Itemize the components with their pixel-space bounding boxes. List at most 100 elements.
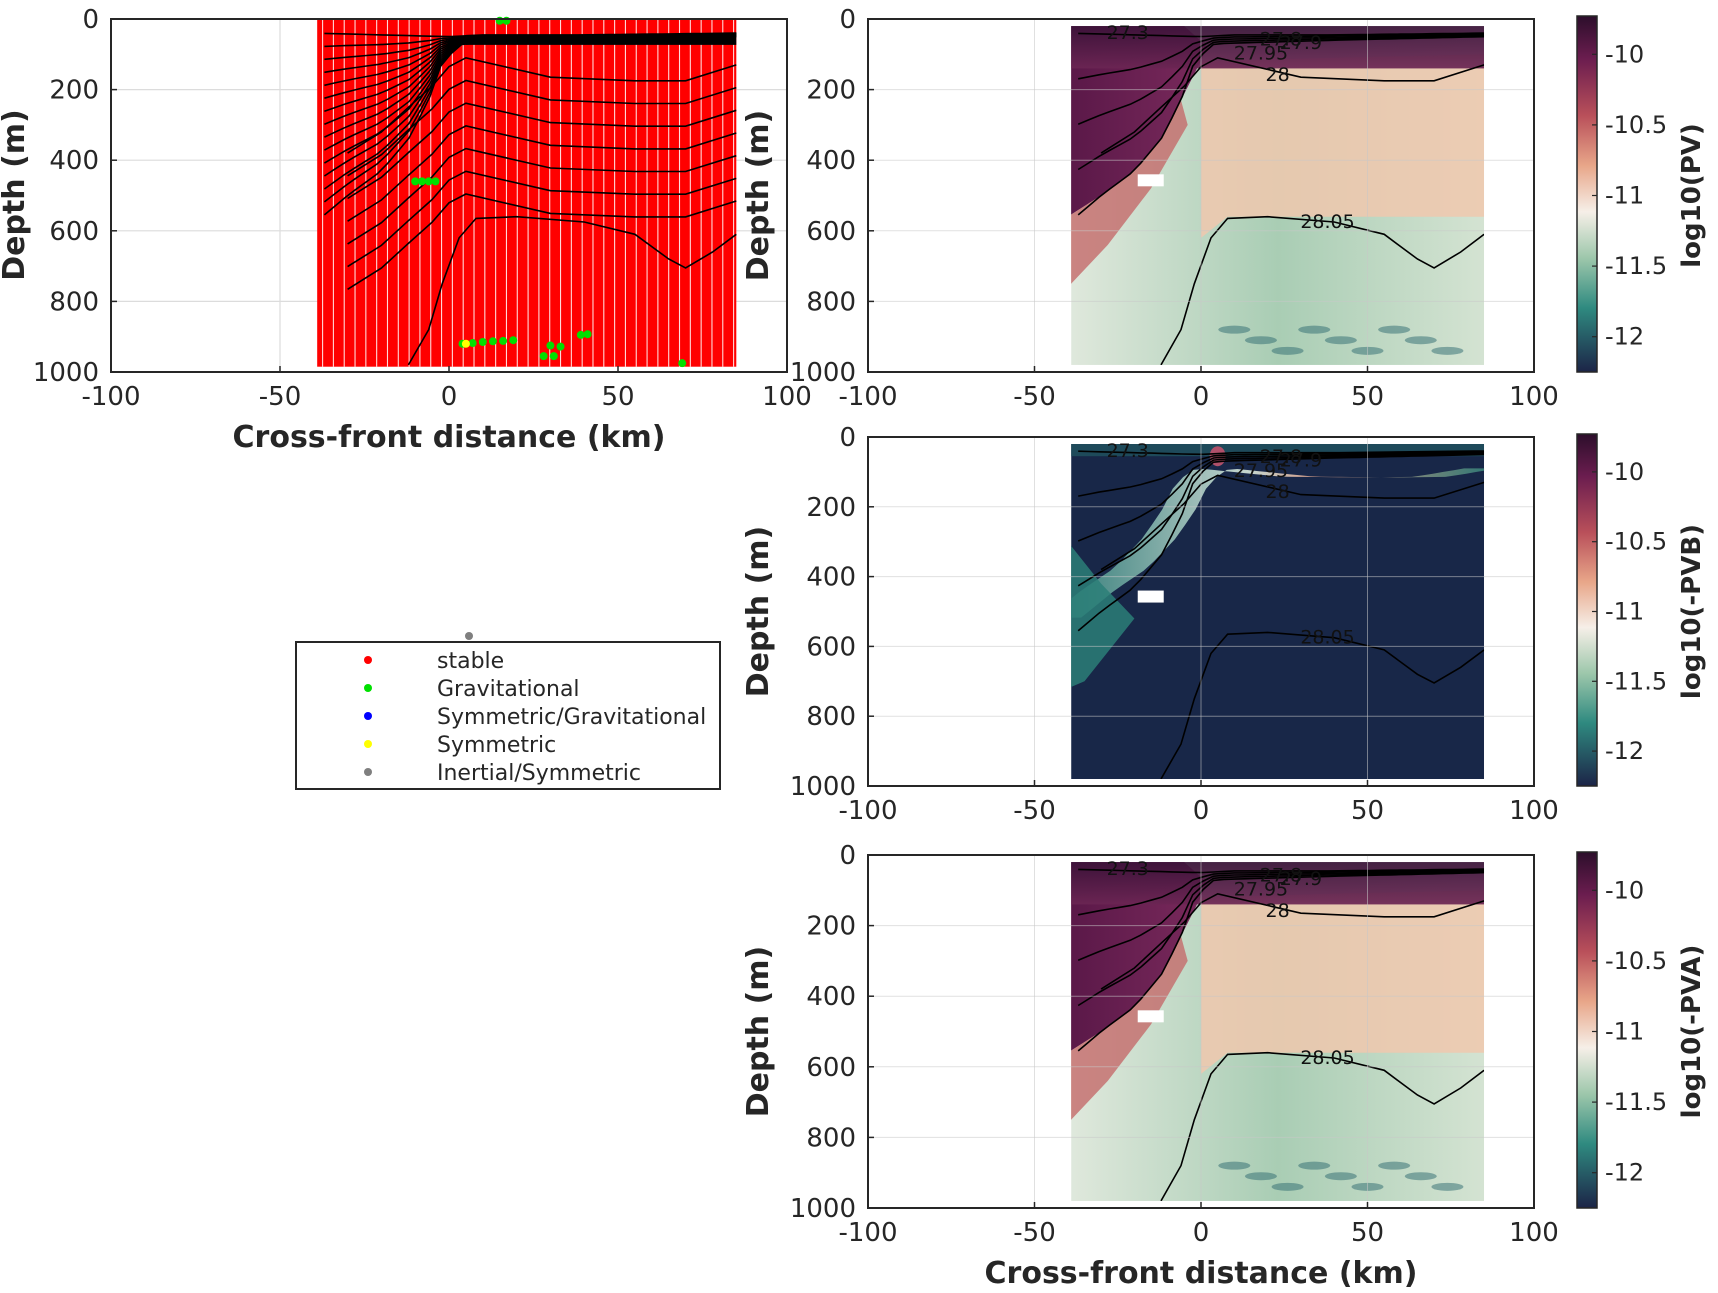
y-tick-label: 400 — [806, 982, 856, 1012]
streak — [1378, 1161, 1411, 1170]
isopycnal-contour — [1100, 474, 1485, 571]
x-tick-label: 0 — [1193, 1218, 1210, 1248]
heatmap-field — [1071, 443, 1485, 780]
y-tick-label: 800 — [806, 702, 856, 732]
stable-points — [317, 19, 737, 367]
heatmap-field — [1071, 862, 1485, 1201]
colorbar — [1576, 15, 1598, 373]
x-tick-label: 100 — [762, 382, 812, 412]
colorbar-tick-label: -10.5 — [1605, 111, 1667, 139]
y-tick-label: 1000 — [790, 1194, 856, 1224]
colorbar-tick-label: -11 — [1605, 182, 1644, 210]
data-point — [431, 177, 440, 186]
colorbar-label: log10(-PVB) — [1677, 524, 1707, 699]
data-point — [499, 336, 508, 345]
isopycnal-contour — [347, 56, 737, 154]
isopycnal-contour — [1160, 631, 1485, 780]
y-tick-label: 200 — [806, 76, 856, 106]
y-tick-label: 400 — [806, 146, 856, 176]
contour-label: 28 — [1265, 64, 1289, 86]
colorbar-tick-label: -11 — [1605, 1018, 1644, 1046]
x-tick-label: -100 — [838, 1218, 897, 1248]
isopycnal-contour — [347, 79, 737, 177]
streak — [1244, 336, 1277, 345]
legend-label-symmetric-gravitational: Symmetric/Gravitational — [437, 705, 706, 730]
frontal-band — [1071, 468, 1485, 618]
y-tick-label: 800 — [806, 1123, 856, 1153]
y-tick-label: 1000 — [790, 772, 856, 802]
legend-marker-gravitational — [364, 684, 372, 692]
data-point — [411, 177, 420, 186]
isopycnal-contour — [1078, 32, 1485, 38]
isopycnal-contour — [1160, 215, 1485, 365]
x-tick-label: -50 — [1013, 382, 1055, 412]
x-tick-label: -100 — [81, 382, 140, 412]
data-point — [678, 359, 687, 368]
y-tick-label: 0 — [839, 5, 856, 35]
legend-label-inertial-symmetric: Inertial/Symmetric — [437, 761, 641, 786]
isopycnal-contour — [347, 193, 737, 290]
y-tick-label: 600 — [806, 1053, 856, 1083]
colorbar — [1576, 433, 1598, 787]
contour-label: 27.9 — [1280, 450, 1322, 472]
streak — [1271, 1182, 1304, 1191]
y-tick-label: 800 — [806, 287, 856, 317]
y-tick-label: 400 — [806, 563, 856, 593]
instability-points — [411, 16, 687, 368]
isopycnal-contour — [1077, 871, 1485, 1007]
isopycnal-contour — [347, 170, 737, 268]
colorbar-tick-label: -12 — [1605, 1159, 1644, 1187]
x-tick-label: 100 — [1509, 796, 1559, 826]
colorbar-tick-label: -10 — [1605, 876, 1644, 904]
data-point — [461, 339, 470, 348]
contour-label: 27.8 — [1260, 28, 1302, 50]
y-tick-label: 600 — [806, 632, 856, 662]
contour-label: 28.05 — [1300, 211, 1354, 233]
isopycnal-contour — [1078, 450, 1485, 456]
contour-label: 27.8 — [1260, 446, 1302, 468]
streak — [1244, 1172, 1277, 1181]
colorbar-tick-label: -11 — [1605, 598, 1644, 626]
x-tick-label: 50 — [1351, 1218, 1384, 1248]
y-axis-label: Depth (m) — [741, 526, 776, 698]
streak — [1271, 346, 1304, 355]
x-tick-label: -50 — [1013, 796, 1055, 826]
y-tick-label: 200 — [49, 76, 99, 106]
isopycnal-contours — [1077, 868, 1485, 1201]
x-tick-label: -50 — [1013, 1218, 1055, 1248]
x-tick-label: -50 — [259, 382, 301, 412]
colorbar-label: log10(-PVA) — [1677, 945, 1707, 1119]
isopycnal-contour — [1078, 868, 1485, 874]
contour-label: 27.95 — [1234, 43, 1288, 65]
streak — [1324, 336, 1357, 345]
isopycnal-contour — [1078, 869, 1485, 916]
colorbar-tick-label: -11.5 — [1605, 252, 1667, 280]
isopycnal-contour — [1077, 34, 1485, 125]
isopycnal-contour — [407, 215, 737, 366]
isopycnal-contour — [1077, 871, 1485, 1052]
legend-marker-stable — [364, 656, 372, 664]
shelf-region — [1201, 54, 1485, 238]
isopycnal-contour — [1077, 35, 1485, 216]
y-tick-label: 0 — [839, 841, 856, 871]
isopycnal-contour — [1077, 452, 1485, 587]
heatmap-background — [1071, 443, 1485, 780]
isopycnal-contour — [1100, 892, 1485, 990]
y-axis-label-stability: Depth (m) — [0, 109, 32, 281]
y-tick-label: 1000 — [790, 358, 856, 388]
x-tick-label: -100 — [838, 796, 897, 826]
colorbar-tick-label: -12 — [1605, 737, 1644, 765]
data-point — [509, 336, 518, 345]
colorbar-tick-label: -10 — [1605, 458, 1644, 486]
contour-label: 27.9 — [1280, 32, 1322, 54]
x-tick-label: 100 — [1509, 1218, 1559, 1248]
streak — [1404, 336, 1437, 345]
colorbar-tick-label: -12 — [1605, 323, 1644, 351]
contour-label: 28 — [1265, 900, 1289, 922]
legend-label-symmetric: Symmetric — [437, 733, 556, 758]
legend-marker-symmetric — [364, 740, 372, 748]
y-tick-label: 1000 — [33, 358, 99, 388]
colorbar-tick-label: -10.5 — [1605, 528, 1667, 556]
